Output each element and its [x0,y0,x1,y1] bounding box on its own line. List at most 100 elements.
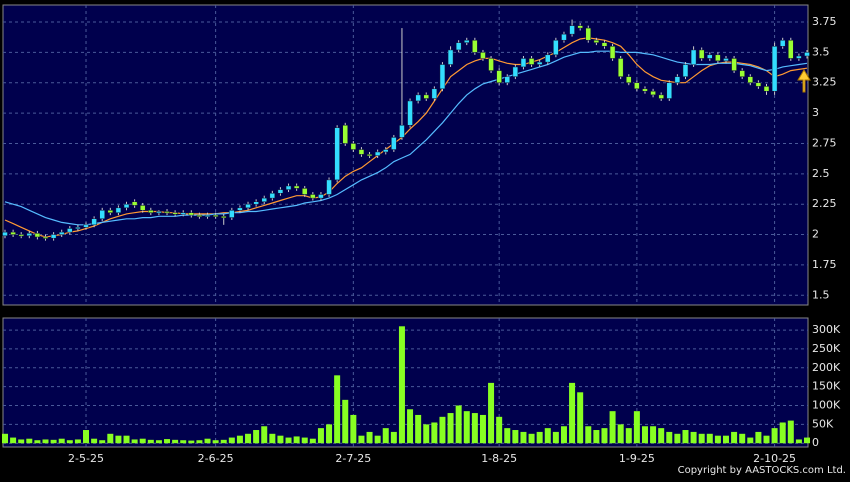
candle-body [536,61,543,65]
y-tick-label: 150K [812,380,841,393]
candle-body [67,228,73,233]
candle-body [755,82,762,87]
y-tick-label: 2.5 [812,167,830,180]
candle-body [407,100,413,126]
candle-body [553,39,559,56]
candle-body [229,210,235,218]
candle-body [601,42,608,47]
x-tick-label: 2-7-25 [335,452,371,465]
volume-bar [188,440,195,444]
volume-bar [706,433,713,444]
candle-body [496,70,502,83]
volume-bar [212,440,219,444]
volume-panel [2,317,809,448]
volume-bar [528,433,535,444]
y-tick-label: 100K [812,399,841,412]
volume-bar [269,433,276,444]
candle-body [472,39,478,53]
y-tick-label: 1.5 [812,288,830,301]
candle-body [504,76,511,83]
volume-bar [366,431,373,444]
price-panel [2,4,809,306]
candle-body [91,218,97,226]
volume-bar [99,440,106,444]
volume-bar [398,326,405,444]
y-tick-label: 1.75 [812,258,837,271]
candle-body [269,193,276,199]
candle-body [75,227,81,230]
candle-body [212,214,219,217]
candle-body [585,27,592,41]
volume-bar [666,431,673,444]
volume-bar [139,438,146,444]
volume-bar [804,437,810,444]
volume-bar [91,438,98,444]
copyright: Copyright by AASTOCKS.com Ltd. [678,465,846,476]
candle-body [658,94,664,99]
volume-bar [633,411,640,444]
candle-body [431,88,438,99]
volume-bar [253,430,260,444]
volume-bar [747,437,754,444]
candle-body [634,82,640,90]
candle-body [18,234,24,237]
candle-body [34,233,41,238]
candle-body [358,149,365,155]
volume-bar [196,440,203,444]
candle-body [326,179,332,195]
candle-body [42,236,49,239]
y-tick-label: 3.25 [812,76,837,89]
volume-bar [277,435,284,444]
candle-body [488,58,494,71]
x-tick-label: 2-5-25 [68,452,104,465]
volume-bar [350,414,357,444]
volume-bar [609,411,616,444]
candle-body [261,197,267,203]
volume-bar [617,424,624,444]
volume-bar [431,422,438,444]
candle-body [139,205,146,211]
candle-body [715,54,721,62]
volume-bar [220,439,227,444]
candle-body [674,76,681,83]
candle-body [391,137,397,150]
volume-bar [115,435,122,444]
candle-body [642,88,648,92]
volume-bar [50,439,57,444]
volume-bar [488,382,495,444]
candle-body [83,224,89,228]
candle-body [796,55,802,59]
candle-body [447,49,454,65]
volume-bar [334,375,341,444]
moving-average-line [4,50,808,226]
y-tick-label: 250K [812,342,841,355]
volume-bar [512,430,519,444]
y-tick-label: 300K [812,323,841,336]
candle-body [666,82,673,99]
volume-bar [74,439,81,444]
volume-bar [795,439,802,444]
candle-body [707,54,713,59]
volume-bar [698,433,705,444]
volume-bar [463,411,470,444]
volume-bar [285,437,292,444]
candle-body [415,94,421,102]
candle-body [788,39,794,59]
y-tick-label: 2.25 [812,197,837,210]
candle-body [779,39,786,47]
candle-body [771,46,778,92]
candle-body [58,231,65,235]
candle-body [253,201,259,205]
candle-body [617,58,624,77]
volume-bar [739,433,746,444]
volume-bar [593,430,600,444]
candle-body [528,58,535,65]
volume-bar [10,437,17,444]
volume-bar [641,426,648,444]
candle-body [609,46,616,59]
volume-bar [682,430,689,444]
y-tick-label: 2 [812,228,819,241]
volume-bar [771,428,778,444]
volume-bar [658,428,665,444]
candle-body [342,124,348,144]
